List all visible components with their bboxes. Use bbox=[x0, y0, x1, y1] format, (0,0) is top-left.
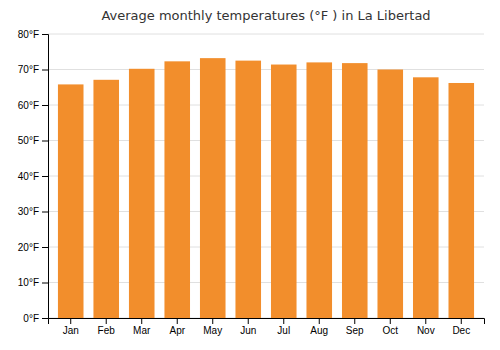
tick-label: 10°F bbox=[18, 277, 39, 288]
tick: Apr bbox=[169, 318, 185, 336]
tick-mark bbox=[425, 318, 426, 324]
tick-mark bbox=[212, 318, 213, 324]
tick-mark bbox=[42, 141, 48, 142]
tick: Mar bbox=[133, 318, 151, 336]
tick: Jan bbox=[63, 318, 79, 336]
tick-label: Mar bbox=[133, 325, 151, 336]
tick: 0°F bbox=[23, 313, 48, 324]
y-axis: 0°F 10°F 20°F 30°F 40°F 50°F 60°F 70°F 80°F bbox=[18, 29, 49, 324]
bar bbox=[342, 63, 368, 318]
tick-mark bbox=[42, 105, 48, 106]
tick-label: 20°F bbox=[18, 242, 39, 253]
tick-label: Feb bbox=[98, 325, 116, 336]
axis-line bbox=[49, 319, 485, 325]
bars bbox=[58, 58, 474, 318]
bar bbox=[235, 61, 261, 318]
tick-label: Nov bbox=[417, 325, 435, 336]
tick-mark bbox=[354, 318, 355, 324]
tick: 70°F bbox=[18, 64, 48, 75]
tick-mark bbox=[106, 318, 107, 324]
tick-mark bbox=[70, 318, 71, 324]
tick-mark bbox=[42, 283, 48, 284]
tick: 10°F bbox=[18, 277, 48, 288]
tick-label: 40°F bbox=[18, 171, 39, 182]
tick-label: Sep bbox=[346, 325, 364, 336]
tick: 60°F bbox=[18, 100, 48, 111]
bar bbox=[93, 80, 119, 318]
tick-label: 30°F bbox=[18, 206, 39, 217]
tick-label: May bbox=[203, 325, 222, 336]
tick: 40°F bbox=[18, 171, 48, 182]
tick: Jun bbox=[240, 318, 256, 336]
tick-mark bbox=[461, 318, 462, 324]
bar bbox=[200, 58, 226, 318]
bar bbox=[164, 61, 190, 318]
tick-mark bbox=[42, 176, 48, 177]
tick-mark bbox=[141, 318, 142, 324]
tick-mark bbox=[42, 70, 48, 71]
tick-label: 60°F bbox=[18, 100, 39, 111]
bar bbox=[448, 83, 474, 318]
bar bbox=[58, 84, 84, 318]
tick: Jul bbox=[277, 318, 290, 336]
tick: May bbox=[203, 318, 222, 336]
tick: 20°F bbox=[18, 242, 48, 253]
tick: 50°F bbox=[18, 135, 48, 146]
tick-mark bbox=[42, 247, 48, 248]
bar bbox=[271, 65, 297, 318]
tick-mark bbox=[177, 318, 178, 324]
tick-mark bbox=[248, 318, 249, 324]
tick-label: Oct bbox=[382, 325, 398, 336]
bar bbox=[413, 77, 439, 318]
tick-label: 70°F bbox=[18, 64, 39, 75]
tick: Sep bbox=[346, 318, 364, 336]
plot: 0°F 10°F 20°F 30°F 40°F 50°F 60°F 70°F 80°F Jan Fe… bbox=[18, 29, 485, 336]
x-axis: Jan Feb Mar Apr May Jun Jul Aug Sep Oct Nov Dec bbox=[49, 318, 485, 336]
tick-mark bbox=[42, 212, 48, 213]
tick: Aug bbox=[310, 318, 328, 336]
bar bbox=[306, 62, 332, 318]
grid-line bbox=[48, 34, 484, 35]
tick-label: Jul bbox=[277, 325, 290, 336]
tick: 80°F bbox=[18, 29, 48, 40]
tick-label: 50°F bbox=[18, 135, 39, 146]
tick-mark bbox=[390, 318, 391, 324]
axis-line bbox=[42, 35, 49, 319]
tick-label: 0°F bbox=[23, 313, 39, 324]
tick-mark bbox=[319, 318, 320, 324]
tick-label: Apr bbox=[169, 325, 185, 336]
tick-label: Jun bbox=[240, 325, 256, 336]
tick: Oct bbox=[382, 318, 398, 336]
tick: Nov bbox=[417, 318, 435, 336]
title: Average monthly temperatures (°F ) in La… bbox=[101, 8, 430, 23]
tick-mark bbox=[283, 318, 284, 324]
tick-mark bbox=[42, 34, 48, 35]
tick: Dec bbox=[452, 318, 470, 336]
tick-label: Jan bbox=[63, 325, 79, 336]
chart: 0°F 10°F 20°F 30°F 40°F 50°F 60°F 70°F 80°F Jan Fe… bbox=[0, 0, 500, 350]
tick: 30°F bbox=[18, 206, 48, 217]
tick-label: Aug bbox=[310, 325, 328, 336]
tick: Feb bbox=[98, 318, 116, 336]
bar bbox=[129, 69, 155, 318]
bar bbox=[377, 70, 403, 319]
tick-label: 80°F bbox=[18, 29, 39, 40]
tick-mark bbox=[42, 318, 48, 319]
grid-line bbox=[48, 69, 484, 70]
tick-label: Dec bbox=[452, 325, 470, 336]
grid bbox=[48, 34, 484, 318]
